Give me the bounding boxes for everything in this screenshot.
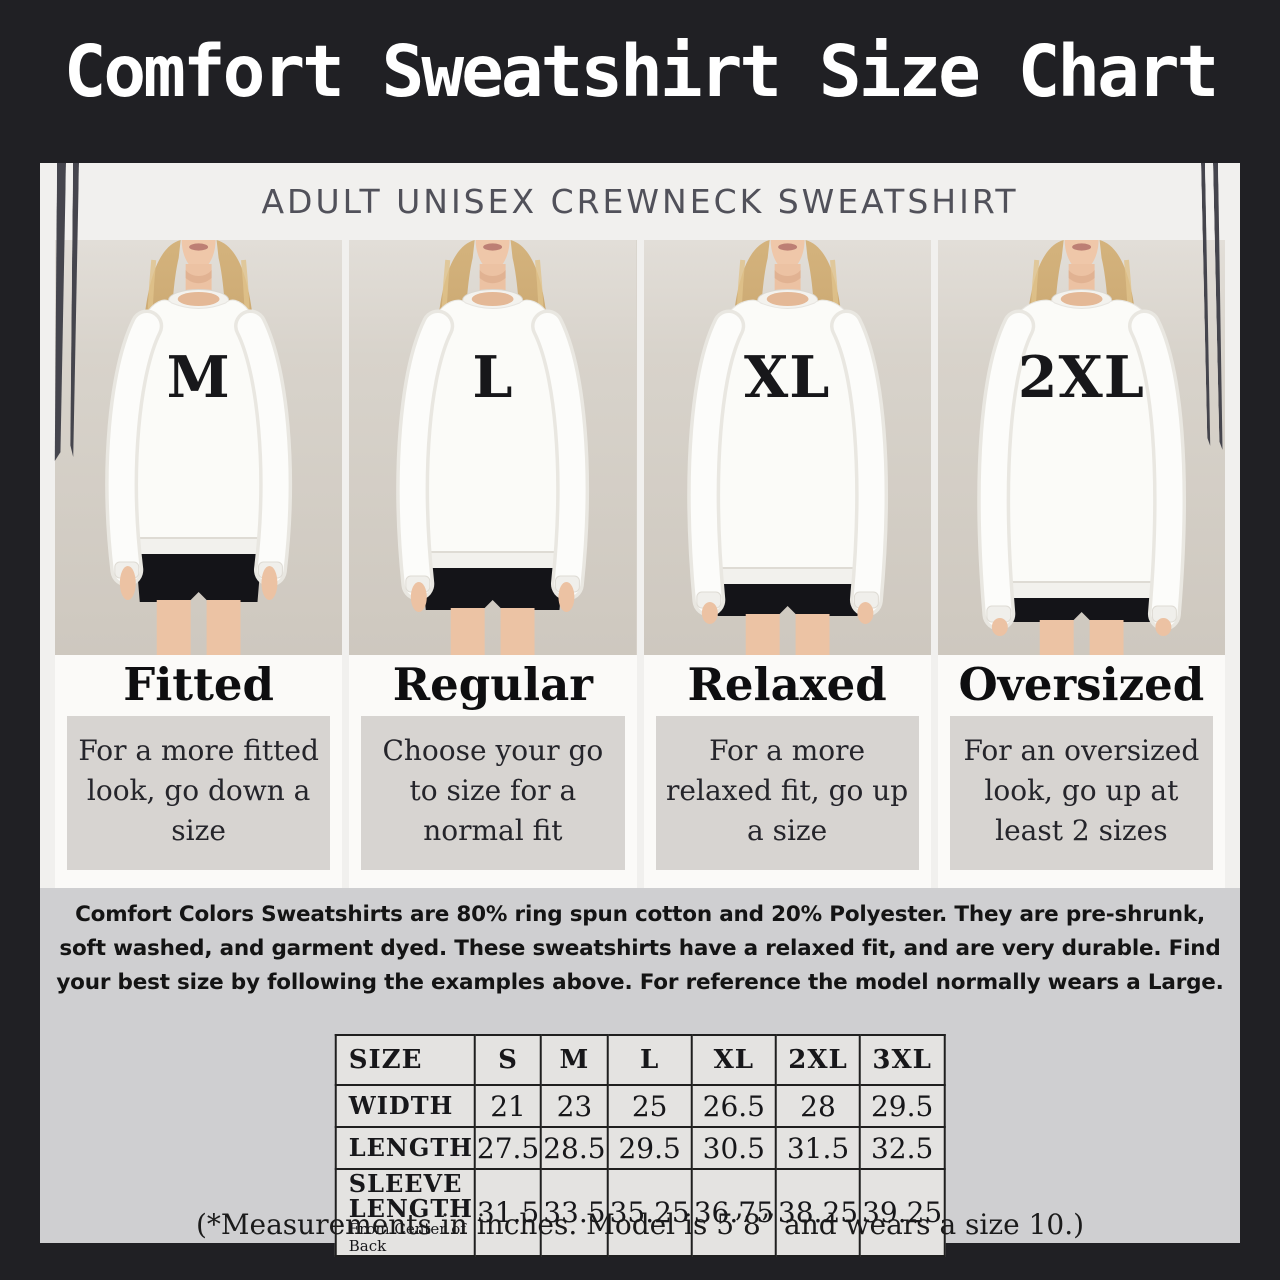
size-value: 30.5 (690, 1126, 777, 1170)
row-label-sleeve-length: SLEEVE LENGTH From Center of Back (334, 1167, 476, 1258)
content-card: Adult Unisex Crewneck Sweatshirt M (40, 163, 1240, 1258)
size-value: 35.25 (606, 1167, 693, 1258)
size-value: 29.5 (606, 1126, 693, 1170)
fit-description: Choose your go to size for a normal fit (361, 716, 625, 870)
row-label-length: LENGTH (334, 1126, 476, 1170)
size-col-header: L (606, 1034, 693, 1086)
size-label: L (472, 344, 514, 411)
table-row: WIDTH 21 23 25 26.5 28 29.5 (334, 1084, 946, 1128)
size-table-corner-header: SIZE (334, 1034, 476, 1086)
size-value: 29.5 (859, 1084, 946, 1128)
model-illustration (55, 240, 343, 655)
size-value: 26.5 (690, 1084, 777, 1128)
product-description: Comfort Colors Sweatshirts are 80% ring … (56, 902, 1224, 995)
photo-panel-m: M (55, 240, 343, 655)
fit-title: Oversized (958, 658, 1205, 711)
size-label: 2XL (1017, 344, 1145, 411)
fit-description: For a more fitted look, go down a size (67, 716, 331, 870)
size-value: 23 (540, 1084, 609, 1128)
fit-descriptions-row: Fitted For a more fitted look, go down a… (55, 655, 1225, 888)
model-illustration (937, 240, 1225, 655)
size-col-header: 2XL (774, 1034, 862, 1086)
fit-description: For a more relaxed fit, go up a size (655, 716, 919, 870)
size-value: 21 (473, 1084, 543, 1128)
fit-title: Fitted (123, 658, 274, 711)
size-value: 28 (774, 1084, 862, 1128)
size-value: 38.25 (774, 1167, 862, 1258)
size-value: 39.25 (859, 1167, 946, 1258)
fit-card-fitted: Fitted For a more fitted look, go down a… (55, 655, 343, 888)
fit-title: Regular (392, 658, 593, 711)
size-col-header: M (540, 1034, 609, 1086)
model-illustration (643, 240, 931, 655)
measurements-footnote: (*Measurements in inches. Model is 5’8” … (195, 1208, 1085, 1241)
page-title: Comfort Sweatshirt Size Chart (63, 30, 1220, 113)
size-value: 31.5 (473, 1167, 543, 1258)
model-photos-row: M L (55, 240, 1225, 655)
row-label-width: WIDTH (334, 1084, 476, 1128)
subtitle-band: Adult Unisex Crewneck Sweatshirt (40, 163, 1240, 240)
size-table: SIZE S M L XL 2XL 3XL WIDTH 21 23 25 26.5 28 29.5 LENG… (334, 1034, 946, 1258)
photo-panel-xl: XL (643, 240, 931, 655)
size-col-header: S (473, 1034, 543, 1086)
size-col-header: 3XL (859, 1034, 946, 1086)
table-row: LENGTH 27.5 28.5 29.5 30.5 31.5 32.5 (334, 1126, 946, 1170)
size-value: 25 (606, 1084, 693, 1128)
size-value: 32.5 (859, 1126, 946, 1170)
fit-description: For an oversized look, go up at least 2 … (949, 716, 1213, 870)
photo-panel-l: L (349, 240, 637, 655)
fit-card-oversized: Oversized For an oversized look, go up a… (937, 655, 1225, 888)
size-value: 31.5 (774, 1126, 862, 1170)
photo-panel-2xl: 2XL (937, 240, 1225, 655)
size-value: 28.5 (540, 1126, 609, 1170)
fit-card-relaxed: Relaxed For a more relaxed fit, go up a … (643, 655, 931, 888)
size-value: 36.75 (690, 1167, 777, 1258)
fit-card-regular: Regular Choose your go to size for a nor… (349, 655, 637, 888)
fit-title: Relaxed (687, 658, 887, 711)
size-col-header: XL (690, 1034, 777, 1086)
model-illustration (349, 240, 637, 655)
size-label: M (166, 344, 231, 411)
table-row: SLEEVE LENGTH From Center of Back 31.5 33.5… (334, 1167, 946, 1258)
size-label: XL (743, 344, 831, 411)
size-value: 27.5 (473, 1126, 543, 1170)
subtitle-text: Adult Unisex Crewneck Sweatshirt (261, 182, 1019, 221)
bottom-section: Comfort Colors Sweatshirts are 80% ring … (40, 888, 1240, 1258)
size-value: 33.5 (540, 1167, 609, 1258)
